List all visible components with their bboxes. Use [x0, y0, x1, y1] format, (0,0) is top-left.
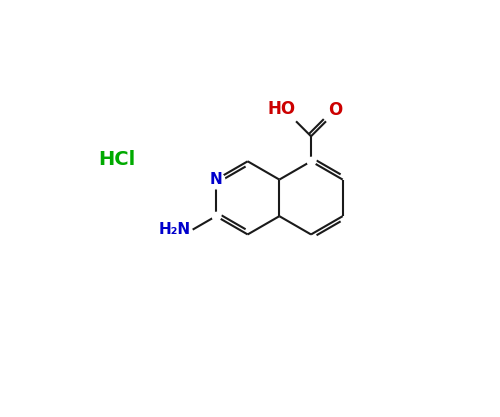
Text: H₂N: H₂N	[158, 222, 190, 237]
Text: O: O	[328, 101, 342, 119]
Text: HCl: HCl	[98, 150, 136, 169]
Text: N: N	[210, 172, 222, 187]
Text: HO: HO	[268, 100, 296, 118]
